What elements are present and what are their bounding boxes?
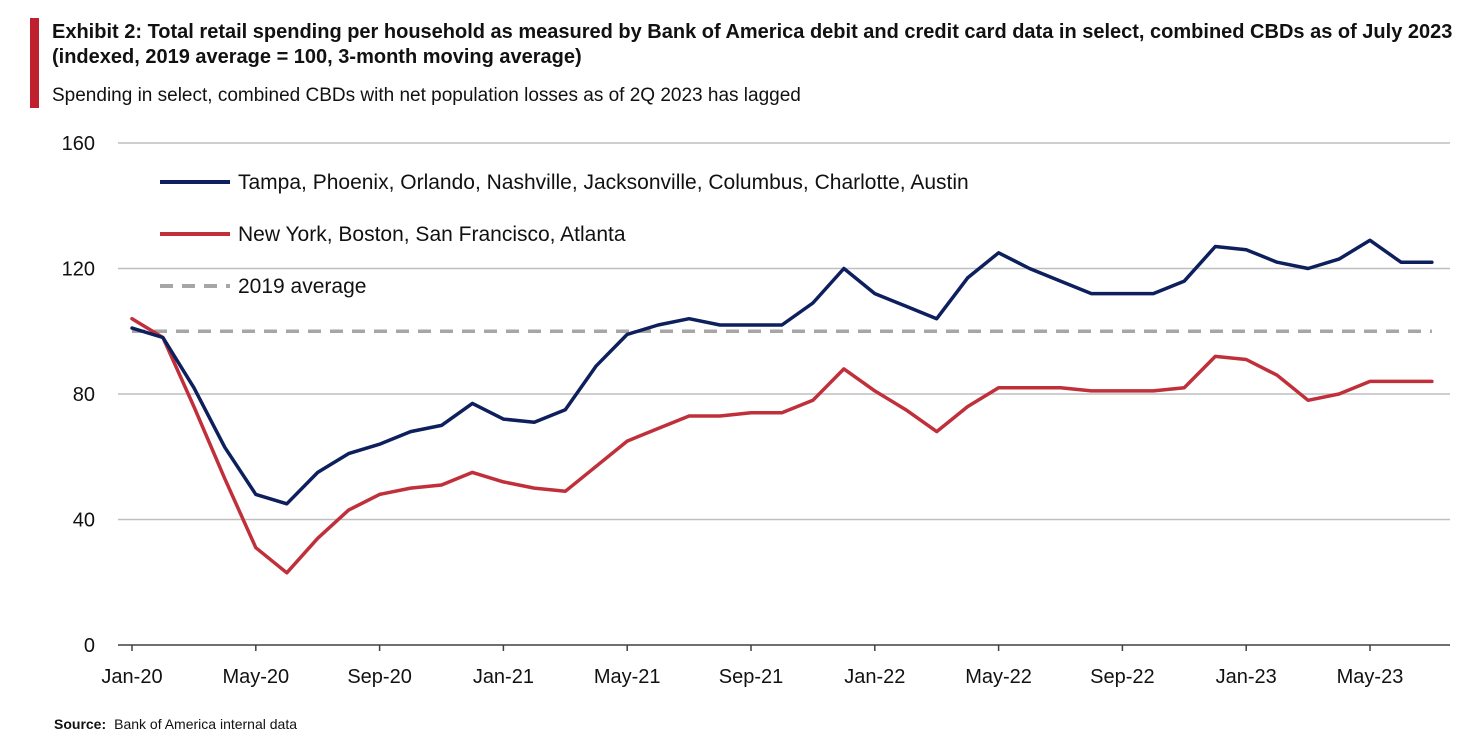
x-tick-label: May-20 bbox=[222, 666, 289, 688]
legend-label: New York, Boston, San Francisco, Atlanta bbox=[238, 223, 626, 246]
legend-label: 2019 average bbox=[238, 275, 366, 298]
series-lines bbox=[130, 238, 1434, 575]
y-tick-label: 80 bbox=[73, 384, 95, 406]
source-label: Source: bbox=[54, 716, 107, 732]
legend-label: Tampa, Phoenix, Orlando, Nashville, Jack… bbox=[238, 171, 969, 194]
legend-item-gateway-cbds: New York, Boston, San Francisco, Atlanta bbox=[160, 223, 626, 246]
y-tick-label: 0 bbox=[84, 635, 95, 657]
x-tick-label: Jan-20 bbox=[101, 666, 162, 688]
source-text: Bank of America internal data bbox=[114, 716, 298, 732]
legend-item-sunbelt-cbds: Tampa, Phoenix, Orlando, Nashville, Jack… bbox=[160, 171, 969, 194]
x-tick-label: May-23 bbox=[1337, 666, 1404, 688]
y-tick-label: 40 bbox=[73, 510, 95, 532]
y-tick-label: 160 bbox=[62, 133, 95, 155]
gridlines bbox=[118, 142, 1450, 646]
chart-title: Exhibit 2: Total retail spending per hou… bbox=[52, 21, 1453, 68]
chart-subtitle: Spending in select, combined CBDs with n… bbox=[52, 85, 801, 106]
source-note: Source: Bank of America internal data bbox=[54, 716, 297, 732]
x-tick-label: May-22 bbox=[965, 666, 1032, 688]
accent-bar bbox=[30, 18, 39, 108]
y-tick-label: 120 bbox=[62, 259, 95, 281]
x-tick-label: Sep-20 bbox=[347, 666, 412, 688]
series-line-sunbelt-cbds bbox=[130, 238, 1434, 506]
y-axis-ticks: 0 40 80 120 160 bbox=[62, 133, 95, 657]
x-tick-label: Jan-23 bbox=[1216, 666, 1277, 688]
legend: Tampa, Phoenix, Orlando, Nashville, Jack… bbox=[160, 171, 969, 298]
series-line-gateway-cbds bbox=[130, 316, 1434, 575]
legend-item-2019-average: 2019 average bbox=[160, 275, 366, 298]
x-axis-ticks: Jan-20 May-20 Sep-20 Jan-21 May-21 Sep-21 Jan-… bbox=[101, 645, 1403, 688]
x-tick-label: Jan-21 bbox=[473, 666, 534, 688]
x-tick-label: Sep-22 bbox=[1090, 666, 1155, 688]
x-tick-label: May-21 bbox=[594, 666, 661, 688]
x-tick-label: Jan-22 bbox=[844, 666, 905, 688]
x-tick-label: Sep-21 bbox=[719, 666, 784, 688]
